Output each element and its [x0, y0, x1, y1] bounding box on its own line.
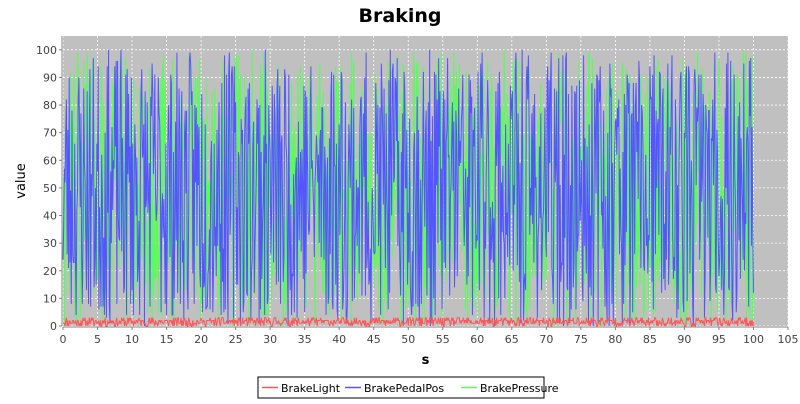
x-tick-label: 70	[539, 333, 553, 346]
y-tick-label: 100	[36, 44, 57, 57]
x-axis-label: s	[422, 353, 430, 368]
x-tick-label: 15	[160, 333, 174, 346]
x-tick-label: 5	[94, 333, 101, 346]
x-tick-label: 35	[298, 333, 312, 346]
x-tick-label: 0	[60, 333, 67, 346]
legend-label: BrakePressure	[480, 382, 559, 395]
y-tick-label: 80	[43, 99, 57, 112]
x-tick-label: 55	[436, 333, 450, 346]
y-tick-label: 70	[43, 127, 57, 140]
x-tick-label: 90	[677, 333, 691, 346]
legend-item-brakepressure: BrakePressure	[461, 382, 559, 395]
y-tick-label: 10	[43, 292, 57, 305]
legend-label: BrakeLight	[281, 382, 341, 395]
y-tick-label: 40	[43, 210, 57, 223]
legend-item-brakelight: BrakeLight	[262, 382, 341, 395]
y-tick-label: 0	[50, 320, 57, 333]
x-tick-label: 20	[194, 333, 208, 346]
series-lines	[62, 49, 754, 327]
y-tick-label: 90	[43, 71, 57, 84]
x-tick-label: 25	[229, 333, 243, 346]
x-tick-label: 85	[643, 333, 657, 346]
series-line-brakepedalpos	[62, 49, 754, 327]
axes: 0 5 10 15 20 25 30 35 40 45 50 55 60 65 70 75 80 85 90 95 10…	[36, 36, 799, 346]
x-tick-label: 65	[505, 333, 519, 346]
x-tick-label: 10	[125, 333, 139, 346]
x-tick-label: 60	[470, 333, 484, 346]
legend: BrakeLight BrakePedalPos BrakePressure	[257, 376, 559, 399]
y-tick-label: 30	[43, 237, 57, 250]
chart-title: Braking	[359, 5, 442, 27]
x-tick-label: 45	[367, 333, 381, 346]
x-tick-label: 30	[263, 333, 277, 346]
legend-label: BrakePedalPos	[364, 382, 444, 395]
x-tick-label: 105	[778, 333, 799, 346]
x-tick-label: 95	[712, 333, 726, 346]
legend-item-brakepedalpos: BrakePedalPos	[345, 382, 444, 395]
x-tick-label: 50	[401, 333, 415, 346]
x-tick-label: 100	[743, 333, 764, 346]
x-tick-label: 75	[574, 333, 588, 346]
y-tick-label: 20	[43, 265, 57, 278]
series-line-brakelight	[63, 317, 754, 327]
y-tick-label: 60	[43, 154, 57, 167]
y-axis-label: value	[14, 163, 29, 199]
legend-box	[257, 376, 545, 399]
y-tick-label: 50	[43, 182, 57, 195]
x-tick-label: 80	[608, 333, 622, 346]
x-tick-label: 40	[332, 333, 346, 346]
